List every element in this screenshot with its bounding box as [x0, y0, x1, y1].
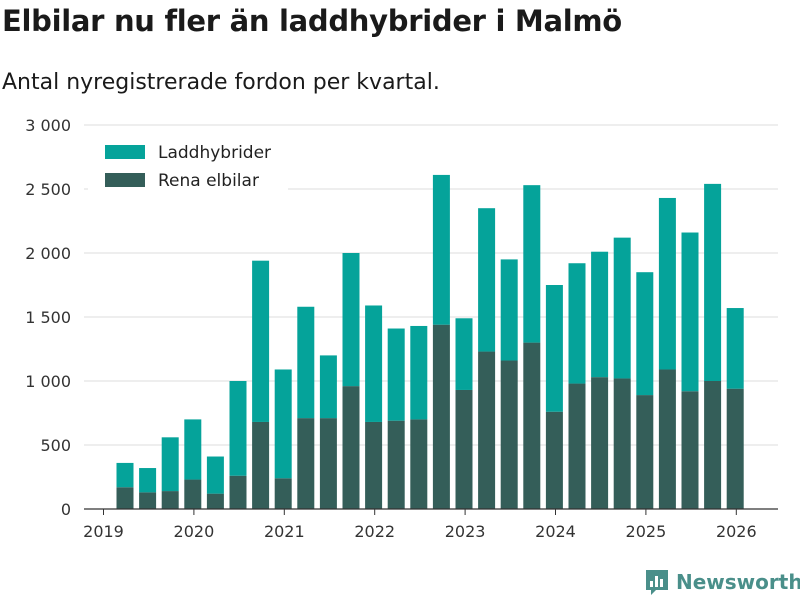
bar-rena-elbilar	[116, 487, 134, 509]
bar-rena-elbilar	[636, 395, 654, 509]
bar-laddhybrider	[478, 208, 496, 352]
bar-laddhybrider	[184, 419, 202, 480]
bar-rena-elbilar	[455, 389, 473, 509]
bar-laddhybrider	[274, 369, 292, 479]
bar-laddhybrider	[658, 197, 676, 370]
bar-laddhybrider	[161, 437, 179, 492]
bar-laddhybrider	[432, 174, 450, 325]
bar-rena-elbilar	[568, 383, 586, 509]
bar-laddhybrider	[591, 251, 609, 378]
x-tick-label: 2026	[716, 522, 757, 541]
bar-laddhybrider	[704, 183, 722, 381]
x-tick-label: 2023	[445, 522, 486, 541]
legend: Laddhybrider Rena elbilar	[88, 135, 288, 193]
bar-rena-elbilar	[658, 369, 676, 509]
bar-chart-logo-icon	[646, 570, 668, 595]
bar-laddhybrider	[139, 468, 157, 493]
x-tick-label: 2024	[535, 522, 576, 541]
bar-laddhybrider	[410, 325, 428, 420]
bar-rena-elbilar	[206, 493, 224, 509]
bar-rena-elbilar	[545, 411, 563, 509]
bar-rena-elbilar	[229, 475, 247, 509]
x-tick-label: 2019	[83, 522, 124, 541]
x-tick-label: 2022	[354, 522, 395, 541]
legend-label-rena-elbilar: Rena elbilar	[158, 171, 259, 191]
bar-laddhybrider	[319, 355, 337, 419]
bar-laddhybrider	[545, 285, 563, 412]
bar-laddhybrider	[365, 305, 383, 422]
bar-laddhybrider	[297, 306, 315, 419]
legend-swatch-laddhybrider	[105, 145, 145, 159]
bar-rena-elbilar	[184, 479, 202, 509]
bar-rena-elbilar	[387, 420, 405, 509]
y-tick-label: 3 000	[25, 116, 71, 135]
bar-rena-elbilar	[591, 377, 609, 509]
y-tick-label: 1 500	[25, 308, 71, 327]
x-tick-label: 2025	[626, 522, 667, 541]
y-tick-label: 0	[61, 500, 71, 519]
bar-rena-elbilar	[726, 388, 744, 509]
chart-title: Elbilar nu fler än laddhybrider i Malmö	[2, 4, 622, 38]
bar-rena-elbilar	[139, 492, 157, 509]
bar-rena-elbilar	[500, 360, 518, 509]
axes: 0 500 1 000 1 500 2 000 2 500 3 000 2019 2020 202…	[25, 116, 778, 541]
bar-laddhybrider	[681, 232, 699, 392]
bar-laddhybrider	[523, 185, 541, 343]
bar-laddhybrider	[613, 237, 631, 379]
bar-rena-elbilar	[681, 391, 699, 509]
bar-rena-elbilar	[365, 421, 383, 509]
bar-rena-elbilar	[704, 381, 722, 509]
bar-rena-elbilar	[478, 351, 496, 509]
bars	[116, 174, 744, 509]
brand-name: Newsworthy	[676, 570, 800, 594]
bar-laddhybrider	[387, 328, 405, 421]
bar-laddhybrider	[500, 259, 518, 361]
x-tick-label: 2020	[174, 522, 215, 541]
y-tick-label: 2 500	[25, 180, 71, 199]
bar-laddhybrider	[636, 272, 654, 396]
x-tick-label: 2021	[264, 522, 305, 541]
chart-subtitle: Antal nyregistrerade fordon per kvartal.	[2, 70, 440, 95]
bar-rena-elbilar	[342, 386, 360, 509]
bar-rena-elbilar	[319, 418, 337, 509]
y-tick-label: 1 000	[25, 372, 71, 391]
bar-laddhybrider	[116, 462, 134, 488]
bar-rena-elbilar	[613, 378, 631, 509]
legend-swatch-rena-elbilar	[105, 173, 145, 187]
bar-rena-elbilar	[161, 491, 179, 509]
y-tick-label: 2 000	[25, 244, 71, 263]
bar-laddhybrider	[229, 381, 247, 476]
bar-laddhybrider	[726, 308, 744, 389]
bar-rena-elbilar	[523, 342, 541, 509]
bar-rena-elbilar	[432, 324, 450, 509]
legend-label-laddhybrider: Laddhybrider	[158, 143, 271, 163]
bar-laddhybrider	[206, 456, 224, 494]
y-tick-label: 500	[40, 436, 71, 455]
bar-rena-elbilar	[410, 419, 428, 509]
bar-rena-elbilar	[252, 421, 270, 509]
newsworthy-brand[interactable]: Newsworthy	[644, 568, 800, 596]
bar-laddhybrider	[455, 318, 473, 390]
bar-laddhybrider	[252, 260, 270, 422]
bar-rena-elbilar	[297, 418, 315, 509]
bar-laddhybrider	[342, 253, 360, 387]
bar-laddhybrider	[568, 263, 586, 384]
bar-rena-elbilar	[274, 478, 292, 509]
